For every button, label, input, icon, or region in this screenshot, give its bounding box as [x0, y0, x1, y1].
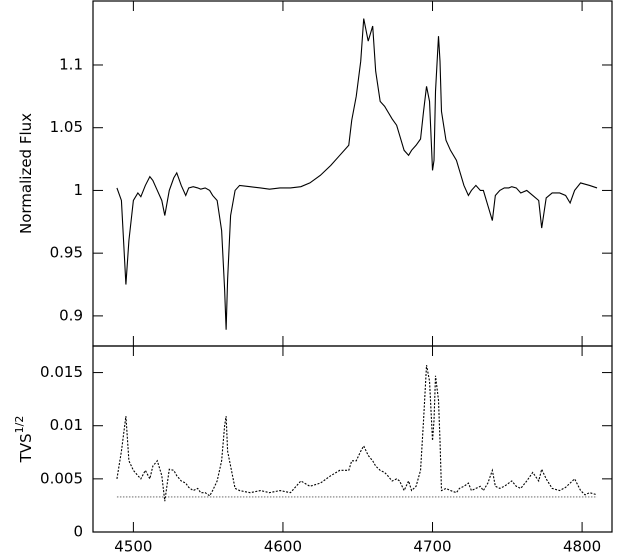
y-tick-label: 1.1 [59, 55, 83, 73]
x-tick-label: 4500 [114, 538, 152, 554]
y-tick-label: 1 [73, 181, 83, 199]
y-axis-label-text: Normalized Flux [17, 113, 35, 234]
y-tick-label: 0.005 [40, 469, 83, 487]
plot-frame [92, 345, 613, 533]
plot-frame [92, 0, 613, 347]
y-tick-label: 0.01 [50, 416, 83, 434]
data-line [116, 18, 598, 330]
x-tick-label: 4700 [413, 538, 451, 554]
y-tick-label: 0.015 [40, 363, 83, 381]
x-tick-label: 4600 [264, 538, 302, 554]
y-tick-label: 0.9 [59, 306, 83, 324]
data-line [116, 365, 598, 502]
y-axis-label: Normalized Flux [17, 113, 35, 234]
y-axis-label: TVS1/2 [13, 416, 35, 464]
y-axis-label-sup: 1/2 [13, 416, 26, 434]
y-tick-label: 0 [73, 523, 83, 541]
x-tick-label: 4800 [563, 538, 601, 554]
y-tick-label: 0.95 [50, 244, 83, 262]
y-tick-label: 1.05 [50, 118, 83, 136]
y-axis-label-text: TVS [17, 433, 35, 463]
